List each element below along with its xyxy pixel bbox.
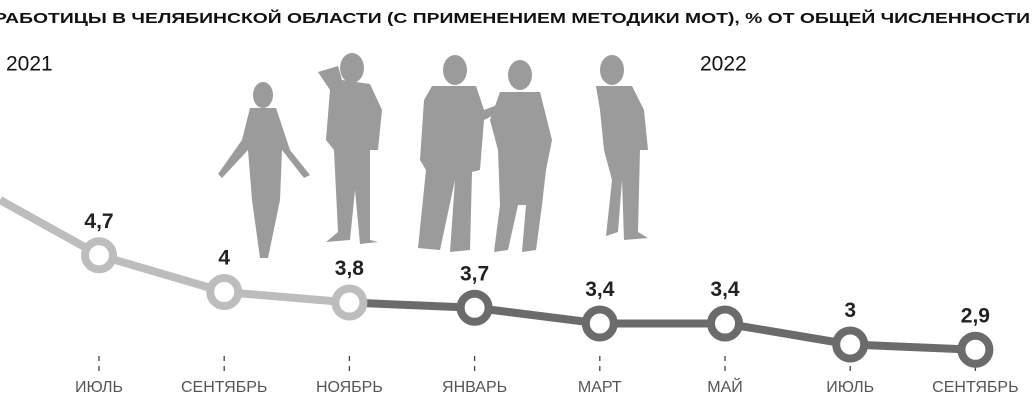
point bbox=[711, 310, 739, 338]
x-tick-label: МАРТ bbox=[578, 379, 622, 396]
x-tick-label: ИЮЛЬ bbox=[826, 379, 874, 396]
point bbox=[85, 241, 113, 269]
silhouettes bbox=[218, 53, 648, 258]
point bbox=[210, 278, 238, 306]
point bbox=[586, 310, 614, 338]
x-tick-label: ИЮЛЬ bbox=[75, 379, 123, 396]
year-label: 2021 bbox=[6, 53, 53, 76]
x-tick-label: НОЯБРЬ bbox=[316, 379, 383, 396]
value-label: 2,9 bbox=[961, 304, 990, 327]
x-tick-label: СЕНТЯБРЬ bbox=[181, 379, 267, 396]
chart-title: РАБОТИЦЫ В ЧЕЛЯБИНСКОЙ ОБЛАСТИ (С ПРИМЕН… bbox=[0, 9, 1030, 27]
x-tick-label: СЕНТЯБРЬ bbox=[932, 379, 1018, 396]
year-label: 2022 bbox=[700, 53, 747, 76]
value-label: 4 bbox=[218, 247, 230, 270]
point bbox=[461, 294, 489, 322]
line-connector bbox=[349, 303, 474, 308]
value-label: 3,4 bbox=[585, 278, 615, 301]
value-label: 3 bbox=[844, 299, 856, 322]
value-label: 4,7 bbox=[84, 210, 113, 233]
x-tick-label: ЯНВАРЬ bbox=[442, 379, 507, 396]
value-label: 3,4 bbox=[710, 278, 740, 301]
point bbox=[836, 331, 864, 359]
point bbox=[335, 289, 363, 317]
value-label: 3,8 bbox=[335, 257, 365, 280]
point bbox=[961, 336, 989, 364]
x-tick-label: МАЙ bbox=[707, 377, 743, 396]
page: РАБОТИЦЫ В ЧЕЛЯБИНСКОЙ ОБЛАСТИ (С ПРИМЕН… bbox=[0, 0, 1033, 402]
value-label: 3,7 bbox=[460, 262, 489, 285]
chart: РАБОТИЦЫ В ЧЕЛЯБИНСКОЙ ОБЛАСТИ (С ПРИМЕН… bbox=[0, 0, 1033, 402]
